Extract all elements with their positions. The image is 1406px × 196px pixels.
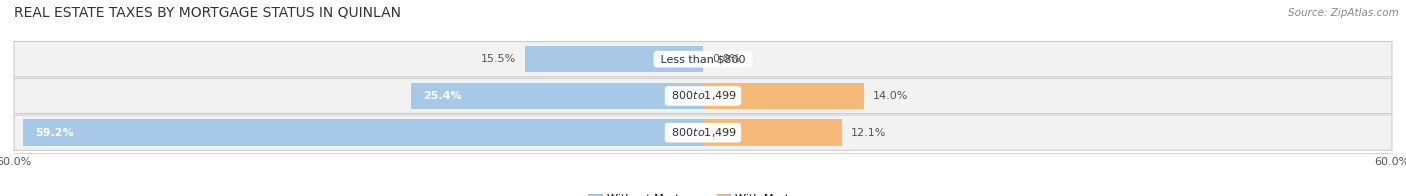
Text: Less than $800: Less than $800 <box>657 54 749 64</box>
Text: 0.0%: 0.0% <box>713 54 741 64</box>
Text: $800 to $1,499: $800 to $1,499 <box>668 89 738 103</box>
FancyBboxPatch shape <box>14 115 1392 150</box>
FancyBboxPatch shape <box>14 78 1392 113</box>
Bar <box>524 46 703 72</box>
FancyBboxPatch shape <box>14 42 1392 77</box>
Bar <box>703 119 842 146</box>
Text: 14.0%: 14.0% <box>873 91 908 101</box>
Text: $800 to $1,499: $800 to $1,499 <box>668 126 738 139</box>
Bar <box>703 83 863 109</box>
Bar <box>412 83 703 109</box>
Text: 12.1%: 12.1% <box>851 128 887 138</box>
Text: 59.2%: 59.2% <box>35 128 73 138</box>
Text: 15.5%: 15.5% <box>481 54 516 64</box>
Text: REAL ESTATE TAXES BY MORTGAGE STATUS IN QUINLAN: REAL ESTATE TAXES BY MORTGAGE STATUS IN … <box>14 6 401 20</box>
Bar <box>24 119 703 146</box>
Text: 25.4%: 25.4% <box>423 91 461 101</box>
Legend: Without Mortgage, With Mortgage: Without Mortgage, With Mortgage <box>583 189 823 196</box>
Text: Source: ZipAtlas.com: Source: ZipAtlas.com <box>1288 8 1399 18</box>
